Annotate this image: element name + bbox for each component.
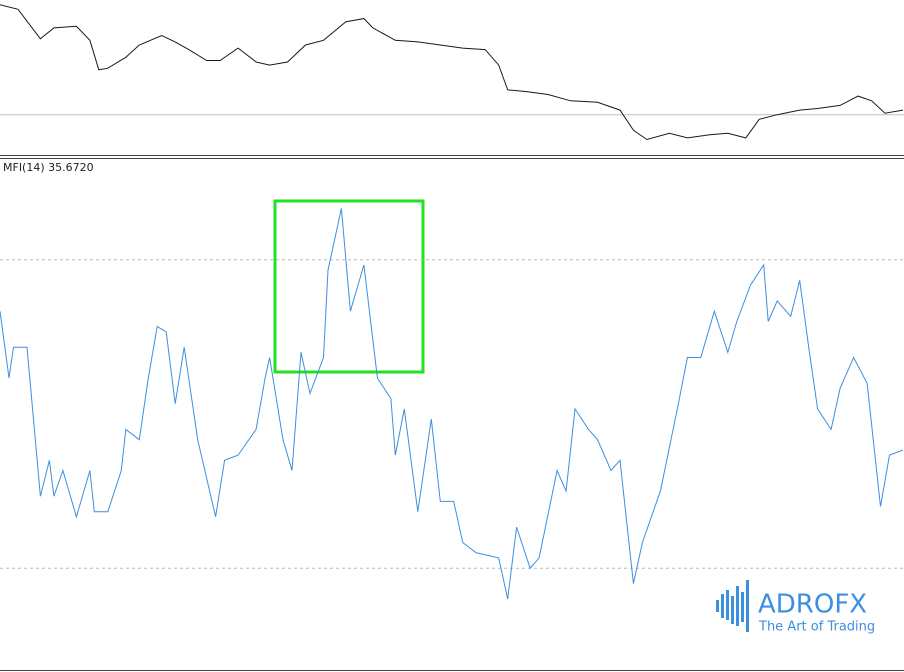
indicator-label: MFI(14) 35.6720 bbox=[3, 161, 94, 174]
series-line bbox=[0, 208, 904, 600]
logo-tagline: The Art of Trading bbox=[758, 620, 875, 635]
logo-brand: ADROFX bbox=[758, 590, 867, 620]
series-line bbox=[0, 4, 904, 141]
logo-icon bbox=[716, 580, 749, 632]
highlight-box bbox=[273, 199, 425, 374]
